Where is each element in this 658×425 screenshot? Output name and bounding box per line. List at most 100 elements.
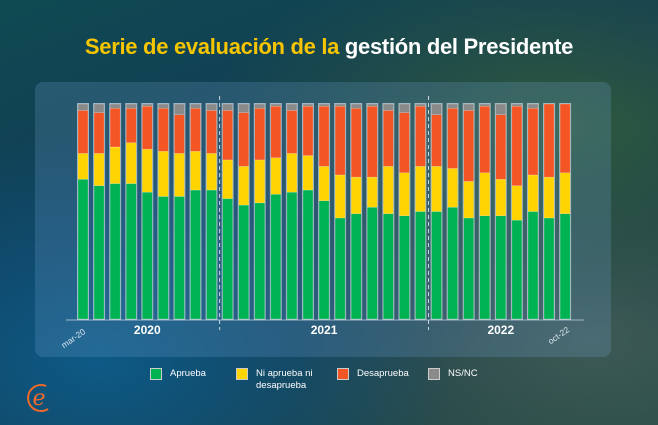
- bar-segment-desaprueba: [270, 105, 282, 158]
- legend-label: NS/NC: [448, 368, 478, 379]
- bar-segment-desaprueba: [334, 105, 346, 176]
- bar-segment-ni: [463, 181, 474, 219]
- bar-segment-aprueba: [543, 217, 555, 320]
- bar-segment-nsnc: [511, 103, 523, 107]
- bar-segment-desaprueba: [77, 110, 89, 154]
- bar-segment-desaprueba: [158, 108, 169, 152]
- bar-segment-nsnc: [190, 103, 201, 109]
- bar-outline: [318, 103, 331, 320]
- bar-segment-nsnc: [399, 103, 410, 113]
- bar-outline: [301, 103, 314, 320]
- bar-segment-desaprueba: [302, 105, 314, 156]
- bar-segment-ni: [238, 166, 249, 206]
- bar-segment-aprueba: [334, 217, 346, 320]
- bar-outline: [350, 103, 363, 320]
- legend: Aprueba Ni aprueba ni desaprueba Desapru…: [150, 368, 530, 408]
- bar-segment-desaprueba: [254, 108, 265, 161]
- bar-segment-desaprueba: [350, 108, 362, 178]
- bar-outline: [462, 103, 475, 320]
- legend-label: Aprueba: [170, 368, 206, 379]
- legend-item-desaprueba: Desaprueba: [337, 368, 409, 380]
- bar-segment-ni: [447, 168, 458, 208]
- legend-item-nsnc: NS/NC: [428, 368, 478, 380]
- title-accent: Serie de evaluación de la: [84, 34, 340, 59]
- bar-outline: [414, 103, 427, 320]
- bar-outline: [494, 103, 507, 320]
- bar-segment-nsnc: [495, 103, 507, 115]
- bar-segment-nsnc: [447, 103, 458, 109]
- bar-segment-aprueba: [142, 191, 153, 320]
- bar-segment-nsnc: [222, 103, 233, 111]
- bar-segment-nsnc: [206, 103, 217, 111]
- bar-segment-desaprueba: [142, 105, 153, 150]
- bar-outline: [478, 103, 491, 320]
- bar-segment-ni: [415, 166, 426, 212]
- bar-outline: [382, 103, 395, 320]
- bar-segment-aprueba: [511, 219, 523, 320]
- bar-segment-aprueba: [527, 211, 539, 320]
- bar-segment-nsnc: [109, 103, 121, 109]
- chart-title: Serie de evaluación de la gestión del Pr…: [0, 34, 658, 60]
- bar-segment-nsnc: [254, 103, 265, 109]
- bar-segment-ni: [190, 151, 201, 191]
- bar-segment-ni: [559, 172, 571, 214]
- x-tick-label-first: mar-20: [59, 326, 87, 350]
- bar-segment-desaprueba: [495, 114, 507, 180]
- bar-segment-ni: [222, 159, 233, 199]
- legend-swatch: [150, 368, 162, 380]
- bar-segment-nsnc: [431, 103, 442, 115]
- bar-segment-desaprueba: [415, 105, 426, 167]
- legend-item-ni: Ni aprueba ni desaprueba: [236, 368, 326, 392]
- bar-segment-aprueba: [383, 213, 394, 320]
- bar-segment-desaprueba: [399, 112, 410, 173]
- bar-segment-desaprueba: [431, 114, 442, 167]
- bar-segment-nsnc: [174, 103, 185, 115]
- logo-icon: e: [27, 384, 49, 412]
- bar-segment-desaprueba: [93, 112, 105, 154]
- bar-segment-aprueba: [206, 189, 217, 320]
- bar-segment-ni: [367, 176, 378, 208]
- bar-segment-nsnc: [158, 103, 169, 109]
- bar-outline: [173, 103, 186, 320]
- bar-outline: [559, 103, 572, 320]
- bar-segment-ni: [431, 166, 442, 212]
- bar-segment-nsnc: [415, 103, 426, 107]
- bar-segment-aprueba: [431, 211, 442, 320]
- bar-segment-nsnc: [142, 103, 153, 107]
- bar-segment-nsnc: [270, 103, 282, 107]
- bar-segment-ni: [399, 172, 410, 217]
- bar-outline: [269, 103, 282, 320]
- bar-segment-ni: [479, 172, 490, 217]
- bar-outline: [446, 103, 459, 320]
- bar-outline: [253, 103, 266, 320]
- bar-segment-nsnc: [479, 103, 490, 107]
- bar-segment-aprueba: [399, 215, 410, 320]
- bar-segment-ni: [302, 155, 314, 191]
- bar-segment-aprueba: [190, 189, 201, 320]
- bar-segment-aprueba: [109, 183, 121, 320]
- bar-segment-aprueba: [126, 183, 137, 320]
- bar-segment-aprueba: [302, 189, 314, 320]
- legend-item-aprueba: Aprueba: [150, 368, 206, 380]
- bar-segment-nsnc: [383, 103, 394, 111]
- bar-segment-desaprueba: [222, 110, 233, 161]
- bar-segment-ni: [527, 174, 539, 212]
- bar-segment-aprueba: [286, 191, 298, 320]
- bar-segment-aprueba: [254, 202, 265, 320]
- bar-outline: [543, 103, 556, 320]
- bar-outline: [285, 103, 298, 320]
- bar-segment-ni: [254, 159, 265, 204]
- bar-outline: [526, 103, 539, 320]
- x-tick-label-last: oct-22: [546, 324, 571, 346]
- bar-segment-aprueba: [495, 215, 507, 320]
- bar-segment-ni: [318, 166, 330, 201]
- bar-outline: [366, 103, 379, 320]
- bar-segment-aprueba: [447, 206, 458, 320]
- bar-segment-ni: [93, 153, 105, 186]
- bar-segment-nsnc: [286, 103, 298, 111]
- bar-segment-ni: [142, 148, 153, 193]
- bar-segment-ni: [495, 179, 507, 216]
- bar-segment-desaprueba: [447, 108, 458, 169]
- bar-segment-nsnc: [302, 103, 314, 107]
